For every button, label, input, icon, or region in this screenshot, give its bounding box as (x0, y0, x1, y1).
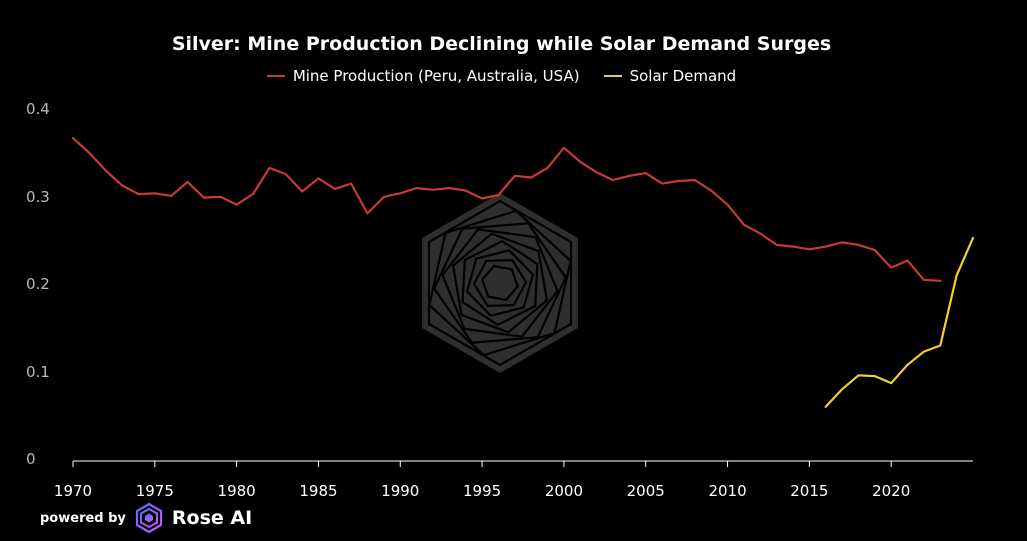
y-tick-label: 0.1 (26, 362, 50, 381)
legend: Mine Production (Peru, Australia, USA) So… (0, 67, 1003, 85)
y-tick-label: 0.2 (26, 275, 50, 293)
brand-name: Rose AI (171, 507, 253, 529)
y-tick-label: 0 (26, 450, 36, 468)
legend-item: Mine Production (Peru, Australia, USA) (266, 67, 580, 85)
x-tick-label: 1980 (217, 482, 256, 500)
y-tick-label: 0.3 (26, 187, 50, 206)
x-tick-label: 1985 (299, 482, 338, 500)
watermark-ring (472, 258, 528, 308)
rose-logo-icon (135, 503, 163, 533)
watermark-ring (428, 209, 572, 357)
series-layer (71, 137, 975, 408)
series-line-solar-demand (824, 236, 975, 408)
legend-item: Solar Demand (603, 67, 737, 85)
watermark-ring (441, 228, 559, 338)
x-tick-label: 2005 (626, 482, 665, 500)
x-tick-label: 1995 (462, 482, 502, 500)
brand-prefix: powered by (40, 510, 126, 526)
legend-swatch (266, 75, 285, 77)
x-tick-label: 1990 (381, 482, 420, 500)
branding: powered by Rose AI (40, 503, 252, 533)
legend-label: Solar Demand (629, 67, 737, 85)
watermark-ring (465, 249, 535, 317)
x-tick-label: 1975 (135, 482, 174, 500)
watermark-ring (432, 222, 568, 344)
x-tick-label: 2015 (790, 482, 829, 500)
x-tick-label: 2020 (872, 482, 911, 500)
x-tick-label: 2000 (544, 482, 583, 500)
watermark-logo-icon (422, 193, 578, 373)
x-tick-label: 1970 (53, 482, 93, 500)
legend-swatch (603, 75, 622, 77)
x-tick-label: 2010 (708, 482, 747, 500)
watermark-ring (427, 199, 573, 367)
chart-title: Silver: Mine Production Declining while … (171, 33, 832, 55)
watermark-ring (461, 239, 539, 327)
axes (72, 460, 973, 467)
watermark-ring (451, 232, 549, 334)
legend-label: Mine Production (Peru, Australia, USA) (292, 67, 580, 85)
watermark-ring (481, 264, 519, 302)
series-line-mine-production (71, 137, 942, 282)
y-tick-label: 0.4 (26, 100, 50, 118)
